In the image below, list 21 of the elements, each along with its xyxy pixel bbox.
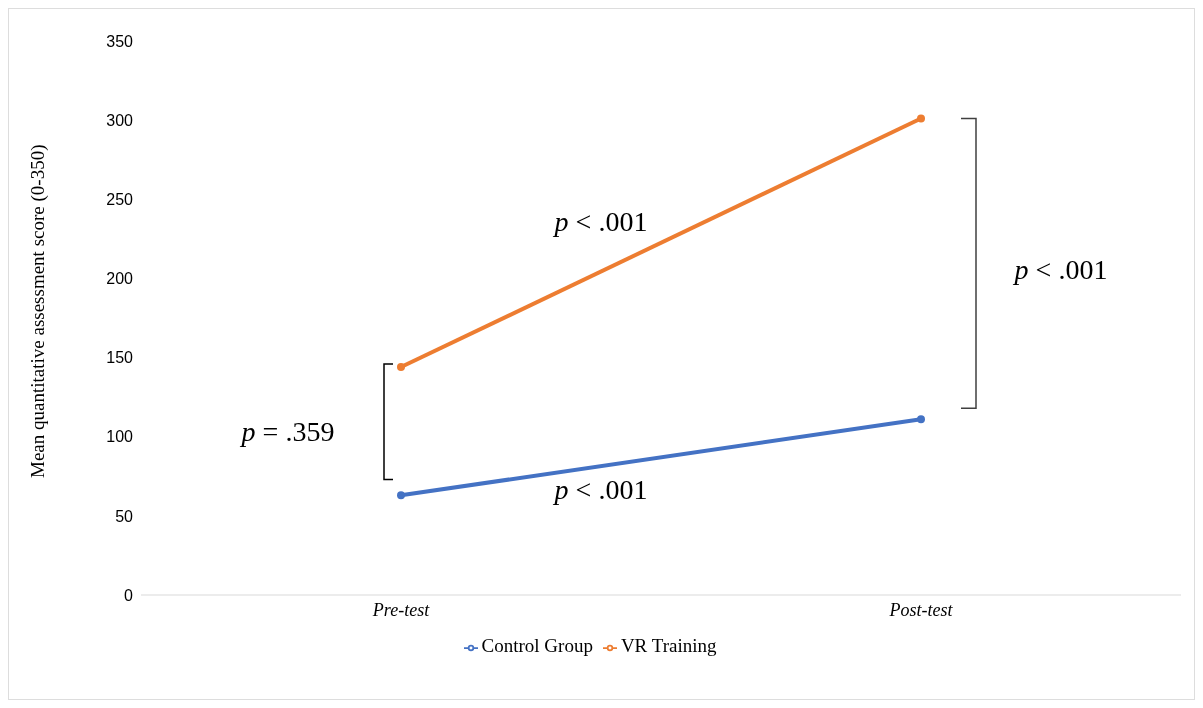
y-tick-label: 250: [106, 190, 134, 208]
point: [397, 491, 405, 500]
y-tick-label: 150: [106, 349, 134, 367]
x-tick-label: Post-test: [888, 599, 954, 620]
y-tick-label: 300: [106, 111, 134, 129]
annotation: p < .001: [552, 474, 648, 506]
y-axis-title: Mean quantitative assessment score (0-350): [26, 144, 49, 478]
legend-label: Control Group: [481, 635, 593, 656]
y-tick-label: 50: [115, 507, 134, 525]
annotation: p = .359: [239, 416, 335, 448]
x-tick-label: Pre-test: [371, 599, 431, 620]
annotation: p < .001: [552, 205, 648, 237]
point: [917, 415, 925, 424]
point: [397, 363, 405, 372]
y-tick-label: 0: [124, 586, 134, 604]
legend-label: VR Training: [620, 635, 717, 656]
annotation: p < .001: [1012, 253, 1108, 285]
point: [917, 114, 925, 123]
y-tick-label: 350: [106, 32, 134, 50]
y-tick-label: 100: [106, 428, 134, 446]
y-tick-label: 200: [106, 270, 134, 288]
